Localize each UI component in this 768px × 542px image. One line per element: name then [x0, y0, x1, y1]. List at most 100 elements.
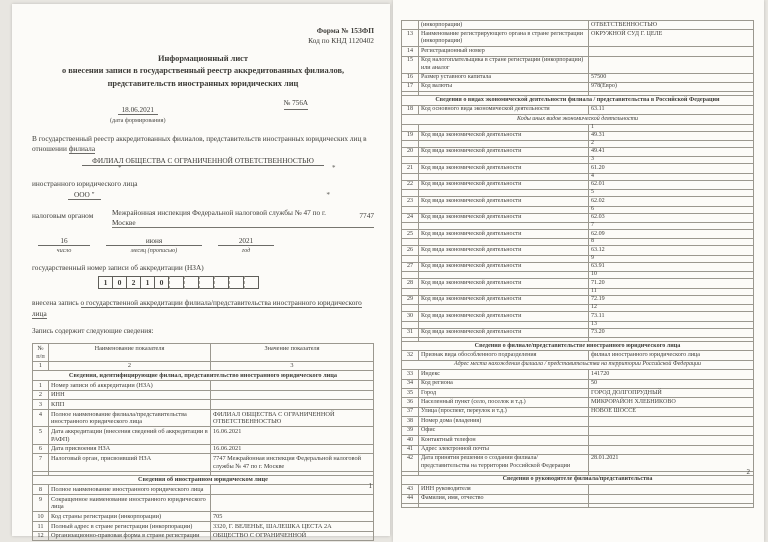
row-value-cell: 3: [210, 360, 374, 372]
year-field: 2021 год: [218, 237, 274, 254]
spacer-cell: [418, 503, 589, 509]
row-number-cell: 35: [401, 387, 419, 399]
row-value-cell: [588, 46, 754, 57]
row-value-cell: 3320, Г. ВЕЛЕНЬЕ, ШАЛЕШКА ЦЕСТА 2А: [210, 521, 374, 532]
table-counter-row: 7: [401, 222, 754, 231]
table-spacer-row: [32, 470, 374, 476]
page-number: 1: [368, 482, 373, 490]
tax-authority-value: Межрайонная инспекция Федеральной налого…: [112, 208, 326, 227]
page1-table-body: № п/п Наименование показателя Значение пок…: [32, 343, 374, 542]
table-row: 20 Код вида экономической деятельности 49.…: [401, 146, 754, 158]
foreign-entity-label: иностранного юридического лица: [32, 179, 138, 189]
row-label-cell: Город: [418, 387, 589, 399]
row-number-cell: 42: [401, 453, 419, 472]
table-subheader-row: Коды иных видов экономической деятельнос…: [401, 114, 754, 125]
row-counter-cell: 6: [588, 205, 754, 214]
row-number-cell: 6: [32, 443, 49, 455]
row-number-cell: 2: [32, 389, 49, 401]
row-value-cell: Значение показателя: [210, 343, 374, 362]
row-label-cell: [418, 189, 589, 198]
row-number-cell: 24: [401, 212, 419, 224]
table-row: 33 Индекс 141720: [401, 369, 754, 380]
table-counter-row: 10: [401, 271, 754, 280]
row-number-cell: [401, 304, 419, 313]
table-row: 27 Код вида экономической деятельности 63.…: [401, 261, 754, 273]
row-number-cell: 32: [401, 350, 419, 361]
row-number-cell: 11: [32, 521, 49, 532]
row-label-cell: Код вида экономической деятельности: [418, 179, 589, 191]
row-number-cell: 23: [401, 196, 419, 207]
row-value-cell: [588, 484, 754, 495]
row-number-cell: 9: [32, 494, 49, 513]
tax-authority-code: 7747: [359, 211, 374, 221]
row-number-cell: 10: [32, 511, 49, 523]
table-row: 40 Контактный телефон: [401, 435, 754, 446]
table-row: 3 КПП: [32, 399, 374, 411]
row-label-cell: [418, 205, 589, 214]
row-value-cell: НОВОЕ ШОССЕ: [588, 406, 754, 418]
table-counter-row: 9: [401, 254, 754, 263]
row-label-cell: Полный адрес в стране регистрации (инкор…: [48, 521, 211, 532]
table-section-row: Сведения о видах экономической деятельно…: [401, 95, 754, 106]
table-row: 15 Код налогоплательщика в стране регистр…: [401, 55, 754, 74]
redaction-row: * *: [32, 164, 374, 174]
page-1: Форма № 15ЗФП Код по КНД 1120402 Информа…: [12, 4, 390, 542]
details-table-page2: (инкорпорации) ОТВЕТСТВЕННОСТЬЮ 13 Наименов…: [401, 19, 754, 509]
row-number-cell: 8: [32, 484, 49, 496]
document-number: № 756А: [283, 99, 309, 110]
branch-name: ФИЛИАЛ ОБЩЕСТВА С ОГРАНИЧЕННОЙ ОТВЕТСТВЕ…: [82, 156, 324, 167]
section-title: Сведения о видах экономической деятельно…: [401, 95, 754, 106]
row-value-cell: 141720: [588, 369, 754, 380]
row-number-cell: 43: [401, 484, 419, 495]
row-label-cell: Адрес электронной почты: [418, 444, 589, 455]
accreditation-date-row: 16 число июня месяц (прописью) 2021 год: [38, 237, 374, 254]
table-counter-row: 12: [401, 304, 754, 313]
row-number-cell: 33: [401, 369, 419, 380]
row-number-cell: № п/п: [32, 343, 49, 362]
day-caption: число: [56, 247, 72, 255]
redaction-mark: *: [332, 164, 336, 173]
row-label-cell: Наименование показателя: [48, 343, 211, 362]
row-label-cell: Регистрационный номер: [418, 46, 589, 57]
row-number-cell: [401, 139, 419, 148]
row-value-cell: 63.91: [588, 261, 754, 273]
row-label-cell: Полное наименование филиала/представител…: [48, 409, 211, 428]
nza-empty-cell: [199, 276, 214, 290]
row-label-cell: [418, 254, 589, 263]
form-header: Форма № 15ЗФП Код по КНД 1120402: [32, 26, 374, 45]
row-label-cell: Организационно-правовая форма в стране р…: [48, 530, 211, 542]
row-label-cell: ИНН руководителя: [418, 484, 589, 495]
month-field: июня месяц (прописью): [106, 237, 202, 254]
table-row: 8 Полное наименование иностранного юридич…: [32, 484, 374, 496]
row-number-cell: [401, 189, 419, 198]
row-counter-cell: 9: [588, 254, 754, 263]
row-number-cell: 34: [401, 378, 419, 390]
row-number-cell: 18: [401, 104, 419, 116]
row-number-cell: 5: [32, 426, 49, 445]
row-label-cell: [418, 139, 589, 148]
table-row: 28 Код вида экономической деятельности 71.…: [401, 278, 754, 289]
table-counter-row: 13: [401, 320, 754, 329]
row-label-cell: Код валюты: [418, 81, 589, 93]
row-label-cell: Налоговый орган, присвоивший НЗА: [48, 453, 211, 472]
page-number: 2: [746, 468, 751, 476]
row-value-cell: [588, 55, 754, 74]
row-number-cell: [401, 156, 419, 165]
row-number-cell: 29: [401, 294, 419, 306]
row-number-cell: 15: [401, 55, 419, 74]
table-row: 36 Населенный пункт (село, поселок и т.д.…: [401, 397, 754, 408]
page-2: (инкорпорации) ОТВЕТСТВЕННОСТЬЮ 13 Наименов…: [393, 0, 764, 542]
page2-table-body: (инкорпорации) ОТВЕТСТВЕННОСТЬЮ 13 Наименов…: [401, 19, 754, 509]
row-label-cell: ИНН: [48, 389, 211, 401]
row-value-cell: 62.09: [588, 229, 754, 240]
row-label-cell: КПП: [48, 399, 211, 411]
formation-date-caption: (дата формирования): [110, 116, 166, 124]
row-number-cell: 26: [401, 245, 419, 256]
nza-digit-cell: 0: [113, 276, 127, 290]
row-number-cell: [401, 172, 419, 181]
row-value-cell: [210, 494, 374, 513]
row-value-cell: 62.01: [588, 179, 754, 191]
row-number-cell: [401, 123, 419, 132]
table-row: 30 Код вида экономической деятельности 73.…: [401, 311, 754, 322]
table-counter-row: 5: [401, 189, 754, 198]
